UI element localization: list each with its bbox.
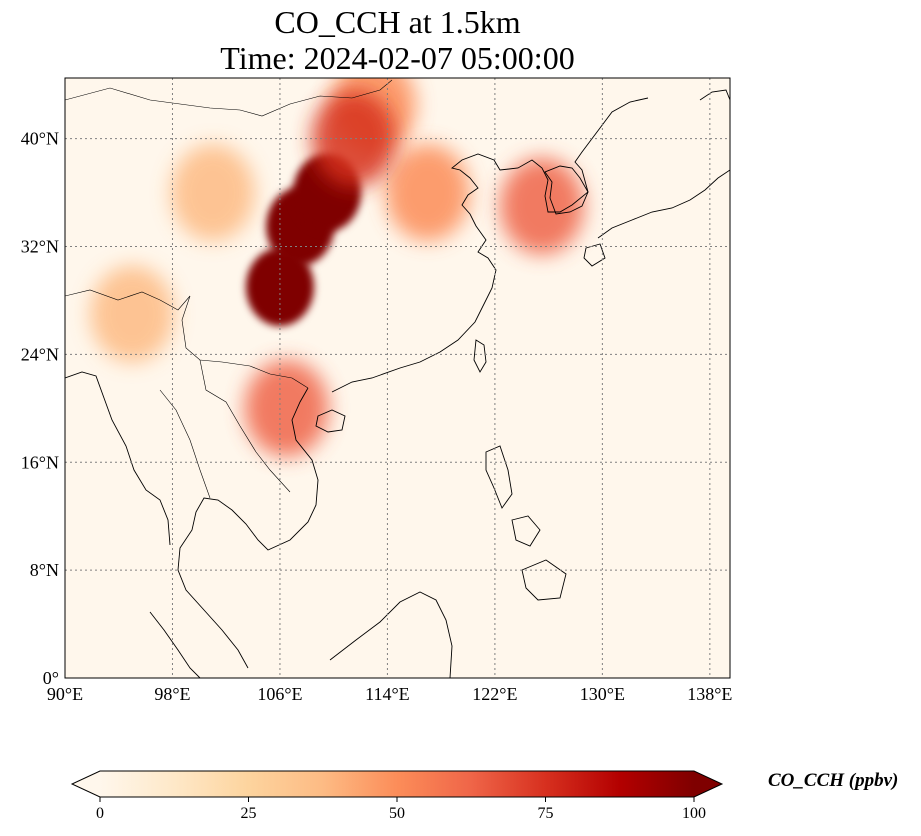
field-blob-1: [245, 247, 314, 327]
map-frame: [64, 77, 731, 679]
colorbar-tick-label: 75: [538, 805, 554, 822]
border-thailand: [159, 389, 211, 499]
field-blob-6: [244, 360, 329, 457]
coastline-luzon: [485, 445, 513, 509]
field-blob-5: [499, 157, 584, 255]
colorbar-label: CO_CCH (ppbv): [768, 770, 899, 791]
lat-tick-label: 8°N: [30, 560, 59, 580]
lat-tick-label: 32°N: [21, 237, 59, 257]
coastline-indochina: [177, 387, 319, 669]
coastline-sumatra: [149, 611, 201, 678]
colorbar-extend-high: [694, 771, 722, 797]
lat-tick-label: 0°: [43, 668, 59, 688]
coastline-japan-kyushu: [583, 243, 606, 267]
lat-tick-label: 40°N: [21, 129, 59, 149]
colorbar-tick-label: 25: [241, 805, 257, 822]
coastline-japan-honshu: [597, 169, 730, 239]
colorbar-ticks: 0 25 50 75 100: [96, 797, 706, 822]
coastline-myanmar: [65, 371, 171, 546]
colorbar-gradient: [100, 771, 694, 797]
lon-tick-label: 106°E: [257, 684, 302, 704]
field-blob-8: [170, 144, 255, 241]
coastline-hainan: [315, 409, 346, 433]
field-blob-7: [90, 265, 175, 363]
lon-tick-label: 130°E: [580, 684, 625, 704]
figure-title: CO_CCH at 1.5km: [274, 4, 521, 40]
gridlines: [65, 78, 730, 678]
border-china-north: [65, 79, 393, 117]
lon-tick-label: 114°E: [365, 684, 410, 704]
lat-tick-label: 16°N: [21, 452, 59, 472]
latitude-tick-labels: 0° 8°N 16°N 24°N 32°N 40°N: [21, 129, 59, 688]
figure-subtitle-time: Time: 2024-02-07 05:00:00: [220, 40, 575, 76]
coastline-korea: [544, 165, 589, 215]
coastline-mindanao: [521, 559, 567, 601]
lon-tick-label: 122°E: [472, 684, 517, 704]
longitude-tick-labels: 90°E 98°E 106°E 114°E 122°E 130°E 138°E: [47, 684, 733, 704]
lon-tick-label: 90°E: [47, 684, 83, 704]
lon-tick-label: 138°E: [687, 684, 732, 704]
border-yunnan: [181, 295, 309, 389]
lon-tick-label: 98°E: [154, 684, 190, 704]
coastlines-and-borders: [65, 79, 730, 678]
coastline-visayas: [511, 515, 541, 547]
border-himalaya: [65, 289, 191, 311]
border-laos-vietnam: [199, 359, 291, 493]
concentration-field: [90, 78, 584, 457]
colorbar-tick-label: 0: [96, 805, 104, 822]
coastline-borneo: [329, 591, 453, 678]
colorbar-tick-label: 100: [682, 805, 706, 822]
coastline-japan-hokkaido: [699, 89, 730, 101]
field-blob-4: [385, 144, 470, 241]
field-blob-9: [311, 90, 396, 187]
colorbar-extend-low: [72, 771, 100, 797]
lat-tick-label: 24°N: [21, 344, 59, 364]
coastline-taiwan: [473, 339, 487, 373]
colorbar-tick-label: 50: [389, 805, 405, 822]
coastline-east-asia: [331, 97, 649, 393]
